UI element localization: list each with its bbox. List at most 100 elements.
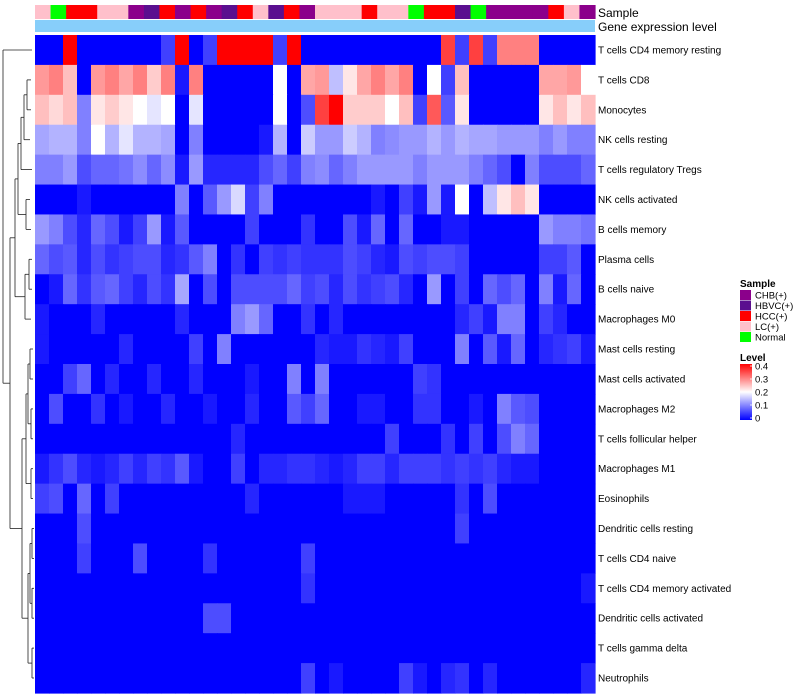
heatmap-cell [497, 244, 512, 275]
heatmap-cell [427, 573, 442, 604]
heatmap-cell [273, 393, 288, 425]
heatmap-cell [91, 543, 106, 574]
heatmap-cell [399, 274, 414, 305]
heatmap-cell [259, 334, 274, 365]
heatmap-cell [161, 304, 176, 335]
sample-annotation-cell [563, 5, 581, 19]
heatmap-cell [385, 334, 400, 365]
heatmap-cell [259, 214, 274, 245]
heatmap-cell [455, 633, 470, 664]
heatmap-cell [189, 64, 204, 96]
heatmap-cell [483, 633, 498, 664]
sample-legend-label: Normal [755, 333, 786, 344]
heatmap-cell [161, 124, 176, 156]
heatmap-cell [525, 573, 540, 604]
heatmap-cell [399, 64, 414, 96]
heatmap-cell [203, 274, 218, 305]
heatmap-cell [553, 35, 568, 66]
heatmap-cell [49, 184, 64, 216]
heatmap-cell [49, 393, 64, 425]
heatmap-cell [539, 154, 554, 186]
heatmap-cell [189, 94, 204, 126]
heatmap-cell [77, 244, 92, 275]
heatmap-cell [161, 483, 176, 515]
row-labels: T cells CD4 memory resting T cells CD8 Mon… [598, 46, 731, 685]
heatmap-cell [385, 423, 400, 455]
heatmap-cell [511, 244, 526, 275]
heatmap-cell [77, 513, 92, 545]
heatmap-cell [203, 94, 218, 126]
level-tick-label: 0.2 [755, 388, 768, 399]
heatmap-cell [329, 603, 344, 634]
sample-annotation-cell [283, 5, 301, 19]
heatmap-cell [469, 184, 484, 216]
heatmap-cell [413, 364, 428, 395]
heatmap-cell [259, 274, 274, 305]
heatmap-cell [581, 603, 596, 634]
annotation-label-expression: Gene expression level [598, 20, 717, 34]
heatmap-cell [357, 334, 372, 365]
heatmap-cell [371, 603, 386, 634]
heatmap-cell [161, 64, 176, 96]
heatmap-cell [539, 274, 554, 305]
sample-legend-title: Sample [740, 279, 776, 290]
sample-annotation-cell [315, 5, 332, 19]
heatmap-cell [385, 483, 400, 515]
row-label: Dendritic cells activated [598, 614, 703, 625]
heatmap-cell [329, 573, 344, 604]
heatmap-cell [105, 35, 120, 66]
heatmap-cell [343, 64, 358, 96]
heatmap-cell [581, 393, 596, 425]
heatmap-cell [511, 543, 526, 574]
heatmap-cell [581, 364, 596, 395]
heatmap-cell [245, 513, 260, 545]
heatmap-cell [49, 304, 64, 335]
heatmap-cell [497, 513, 512, 545]
heatmap-cell [497, 573, 512, 604]
heatmap-cell [553, 274, 568, 305]
heatmap-cell [203, 64, 218, 96]
heatmap-cell [119, 274, 134, 305]
heatmap-cell [35, 154, 50, 186]
heatmap-cell [259, 663, 274, 694]
heatmap-cell [259, 393, 274, 425]
heatmap-cell [483, 393, 498, 425]
sample-annotation-cell [128, 5, 145, 19]
heatmap-cell [133, 393, 148, 425]
heatmap-cell [203, 543, 218, 574]
heatmap-cell [455, 244, 470, 275]
heatmap-cell [259, 94, 274, 126]
heatmap-cell [203, 304, 218, 335]
heatmap-cell [147, 124, 162, 156]
heatmap-cell [147, 513, 162, 545]
row-label: Eosinophils [598, 494, 649, 505]
heatmap-cell [525, 393, 540, 425]
level-legend: Level 0.4 0.3 0.2 0.1 0 [740, 353, 768, 425]
heatmap-cell [413, 244, 428, 275]
heatmap-cell [483, 244, 498, 275]
heatmap-cell [553, 453, 568, 485]
row-label: Macrophages M0 [598, 315, 676, 326]
heatmap-cell [161, 214, 176, 245]
heatmap-cell [161, 94, 176, 126]
heatmap-cell [231, 64, 246, 96]
heatmap-cell [315, 184, 330, 216]
heatmap-cell [287, 35, 302, 66]
heatmap-cell [441, 423, 456, 455]
heatmap-cell [455, 483, 470, 515]
heatmap-cell [77, 214, 92, 245]
heatmap-cell [35, 483, 50, 515]
heatmap-cell [259, 64, 274, 96]
heatmap-cell [315, 154, 330, 186]
annotation-label-sample: Sample [598, 6, 639, 20]
heatmap-cell [63, 573, 78, 604]
heatmap-cell [63, 64, 78, 96]
heatmap-cell [539, 633, 554, 664]
heatmap-cell [231, 453, 246, 485]
heatmap-cell [203, 364, 218, 395]
heatmap-cell [77, 663, 92, 694]
heatmap-cell [553, 633, 568, 664]
heatmap-cell [273, 513, 288, 545]
heatmap-cell [133, 334, 148, 365]
heatmap-cell [413, 573, 428, 604]
